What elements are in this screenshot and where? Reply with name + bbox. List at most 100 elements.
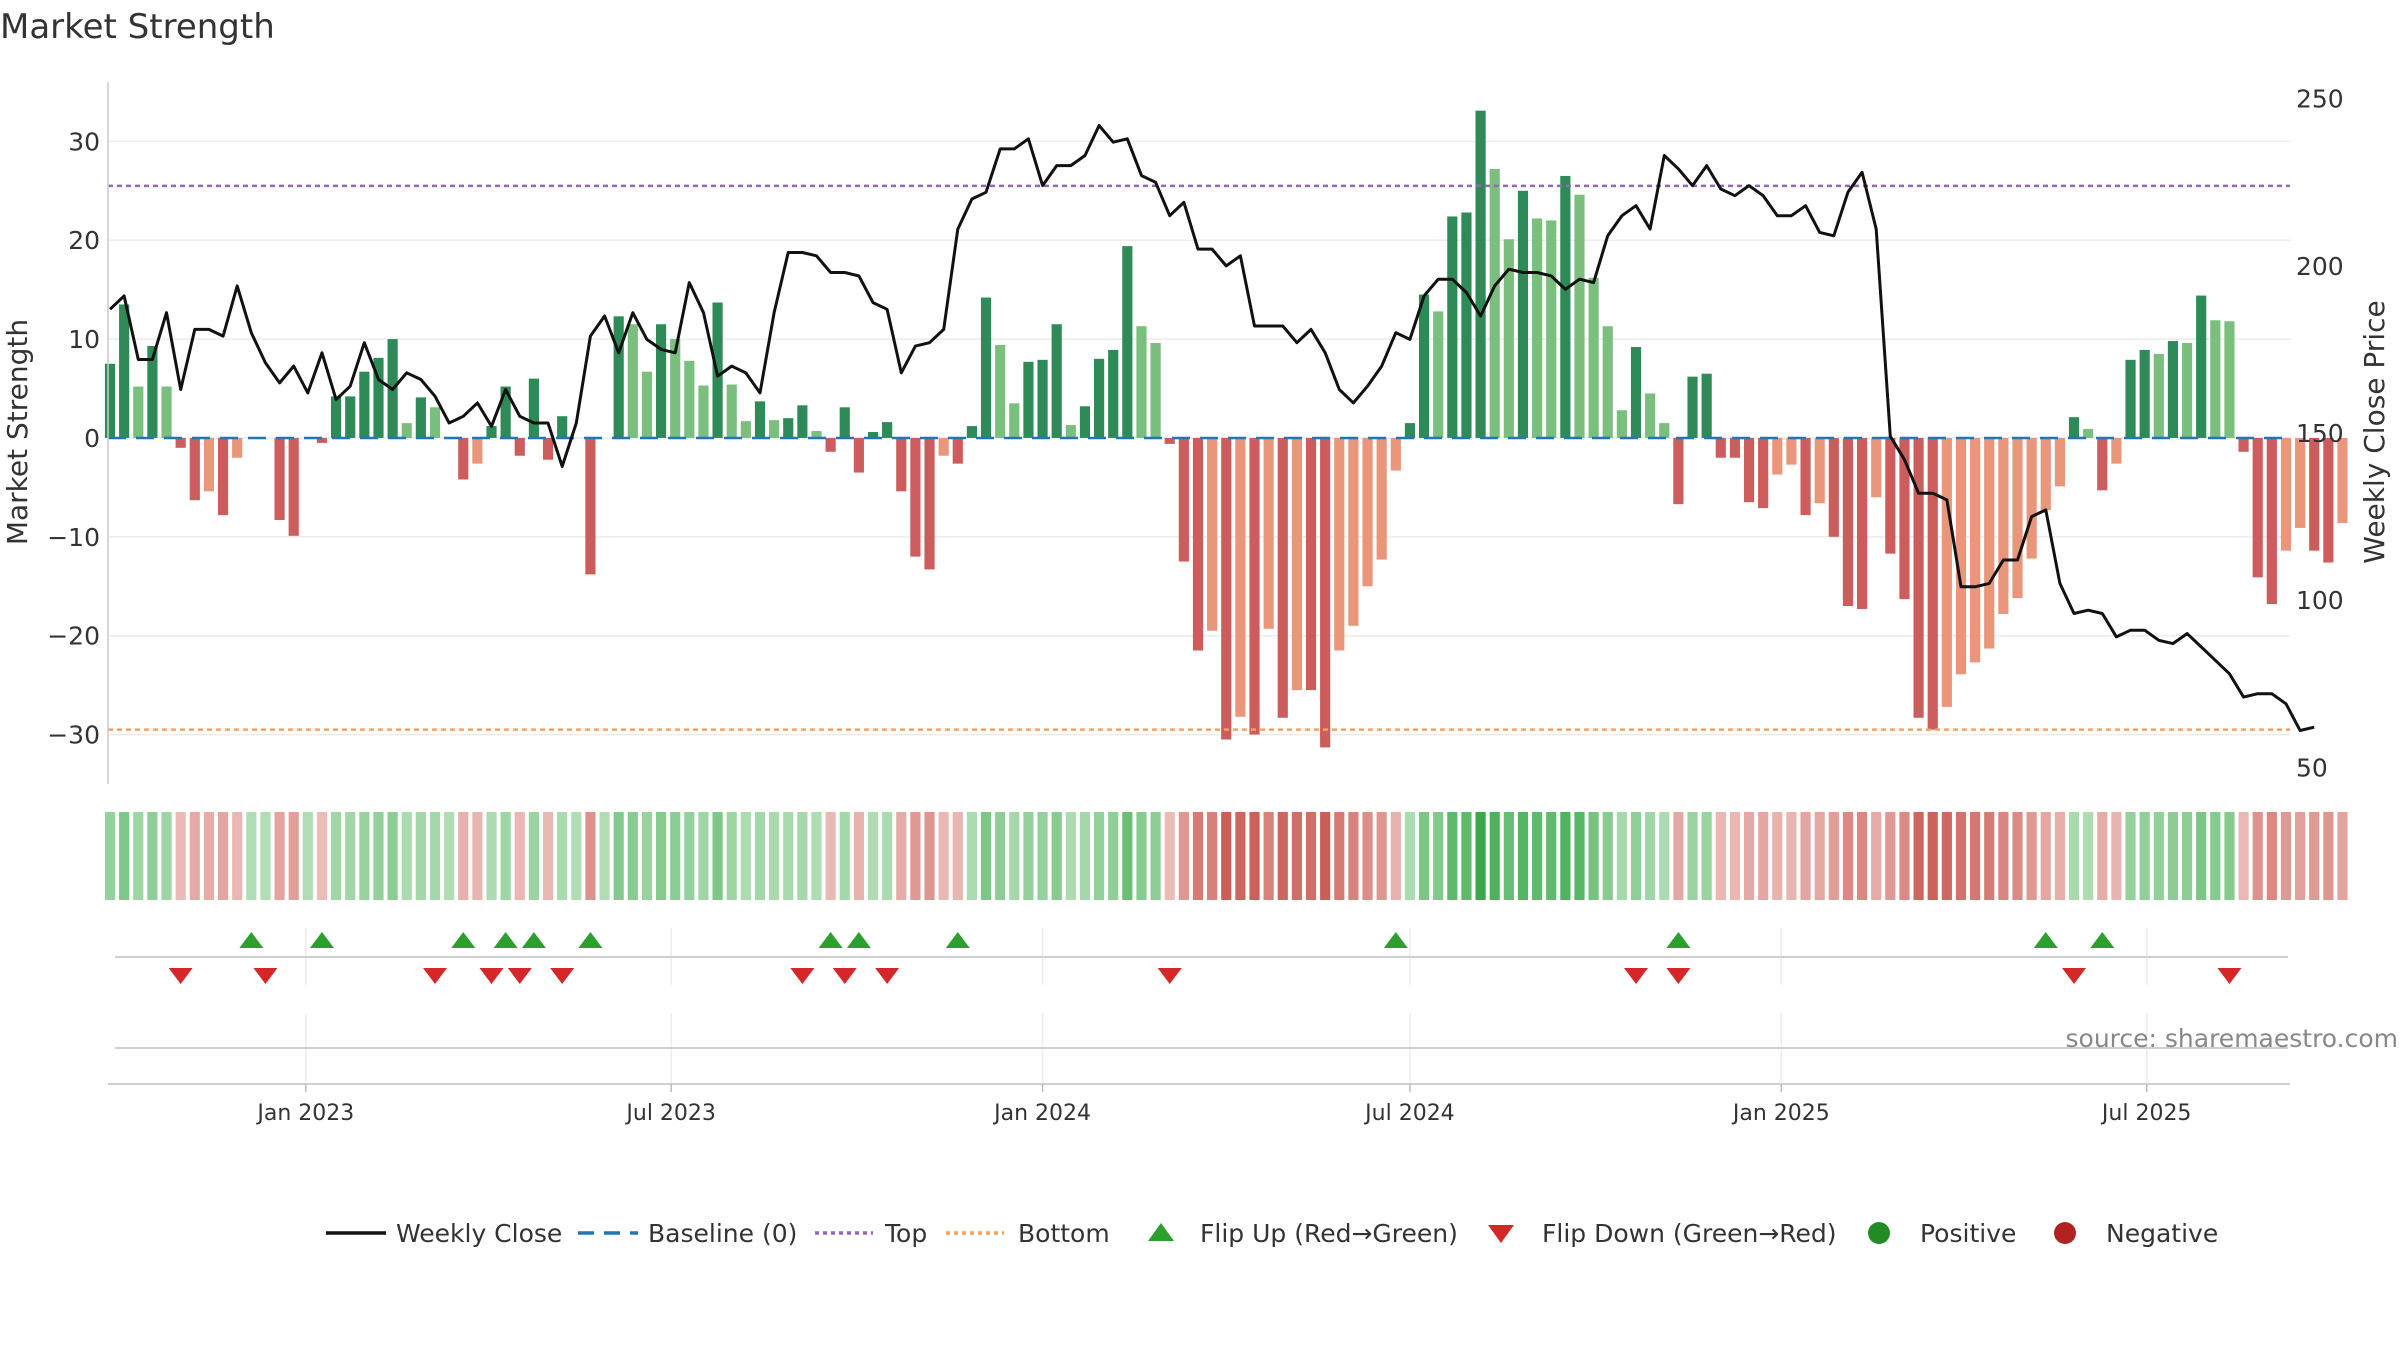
strength-bar — [1376, 437, 1387, 560]
heat-cell — [2252, 812, 2263, 900]
strength-bar — [1249, 437, 1260, 735]
heat-cell — [274, 812, 285, 900]
strength-bar — [217, 437, 229, 516]
heat-cell — [302, 812, 313, 900]
heat-cell — [797, 812, 808, 900]
strength-bar — [1009, 403, 1020, 438]
heat-cell — [415, 812, 426, 900]
heat-cell — [2181, 812, 2193, 900]
strength-bar — [288, 437, 299, 536]
strength-bar — [1461, 212, 1472, 438]
heat-cell — [1433, 812, 1444, 900]
heat-cell — [1715, 812, 1726, 900]
heat-cell — [1362, 812, 1373, 900]
heat-cell — [2238, 812, 2249, 900]
heat-cell — [1687, 812, 1698, 900]
heat-cell — [1828, 812, 1839, 900]
strength-bar — [2125, 359, 2136, 438]
strength-bar — [783, 418, 794, 438]
y-tick-label-left: −10 — [47, 523, 100, 552]
strength-bar — [373, 357, 384, 438]
heat-cell — [2309, 812, 2320, 900]
heat-cell — [670, 812, 681, 900]
heat-cell — [1645, 812, 1656, 900]
strength-bar — [825, 437, 836, 452]
heat-cell — [2196, 812, 2207, 900]
strength-bar — [1814, 437, 1825, 504]
heat-cell — [1023, 812, 1034, 900]
heat-cell — [2083, 812, 2094, 900]
strength-bar — [1207, 437, 1218, 631]
strength-bar — [1503, 239, 1514, 438]
strength-bar — [1517, 190, 1529, 438]
heat-cell — [1955, 812, 1967, 900]
heat-cell — [373, 812, 384, 900]
heat-cell — [1984, 812, 1995, 900]
strength-bar — [627, 324, 638, 438]
strength-bar — [274, 437, 285, 521]
heat-cell — [246, 812, 257, 900]
heat-cell — [896, 812, 907, 900]
y-axis-left-label: Market Strength — [1, 319, 34, 545]
heat-cell — [1348, 812, 1359, 900]
flip-down-marker — [790, 968, 815, 984]
heat-cell — [217, 812, 229, 900]
flip-down-marker — [1666, 968, 1691, 984]
flip-up-marker — [493, 932, 518, 948]
heat-cell — [133, 812, 144, 900]
legend-swatch — [1148, 1223, 1174, 1241]
legend-label: Negative — [2106, 1219, 2218, 1248]
strength-heat-strip — [104, 812, 2348, 900]
heat-cell — [1503, 812, 1514, 900]
heat-cell — [1235, 812, 1246, 900]
strength-bar — [486, 426, 497, 438]
strength-bar — [1404, 423, 1416, 438]
strength-bar — [1079, 406, 1091, 438]
heat-cell — [444, 812, 455, 900]
flip-up-marker — [945, 932, 970, 948]
heat-cell — [401, 812, 412, 900]
heat-cell — [571, 812, 582, 900]
strength-bar — [2068, 417, 2080, 438]
heat-cell — [2295, 812, 2306, 900]
strength-bar — [1164, 437, 1175, 444]
heat-cell — [1758, 812, 1769, 900]
heat-cell — [1673, 812, 1684, 900]
strength-bar — [1532, 218, 1543, 438]
heat-cell — [2139, 812, 2150, 900]
heat-cell — [1207, 812, 1218, 900]
strength-bar — [839, 407, 850, 438]
heat-cell — [1461, 812, 1472, 900]
heat-cell — [769, 812, 780, 900]
heat-cell — [500, 812, 511, 900]
strength-bar — [740, 421, 751, 438]
strength-bar — [147, 345, 158, 438]
strength-bar — [966, 426, 978, 438]
heat-cell — [104, 812, 116, 900]
strength-bar — [472, 437, 483, 464]
strength-bar — [585, 437, 596, 575]
strength-bar — [726, 384, 737, 438]
strength-bar — [754, 401, 766, 438]
flip-up-marker — [309, 932, 334, 948]
strength-bar — [2026, 437, 2037, 559]
y-axis-right-label: Weekly Close Price — [2358, 300, 2391, 563]
heat-cell — [429, 812, 441, 900]
strength-bar — [1418, 294, 1430, 438]
strength-bar — [1320, 437, 1331, 748]
heat-cell — [1051, 812, 1062, 900]
strength-bar — [1927, 437, 1938, 730]
flip-up-marker — [521, 932, 546, 948]
strength-bar — [1998, 437, 2009, 614]
strength-bar — [1093, 358, 1105, 438]
heat-cell — [1772, 812, 1783, 900]
heat-cell — [995, 812, 1006, 900]
y-axis-left: 30 20 10 0 −10 −20 −30 — [47, 82, 109, 784]
strength-bar — [1051, 324, 1062, 438]
strength-bar — [1574, 194, 1585, 438]
strength-bar — [401, 423, 412, 438]
heat-cell — [2111, 812, 2122, 900]
heat-cell — [1602, 812, 1613, 900]
strength-bar — [1955, 437, 1967, 675]
